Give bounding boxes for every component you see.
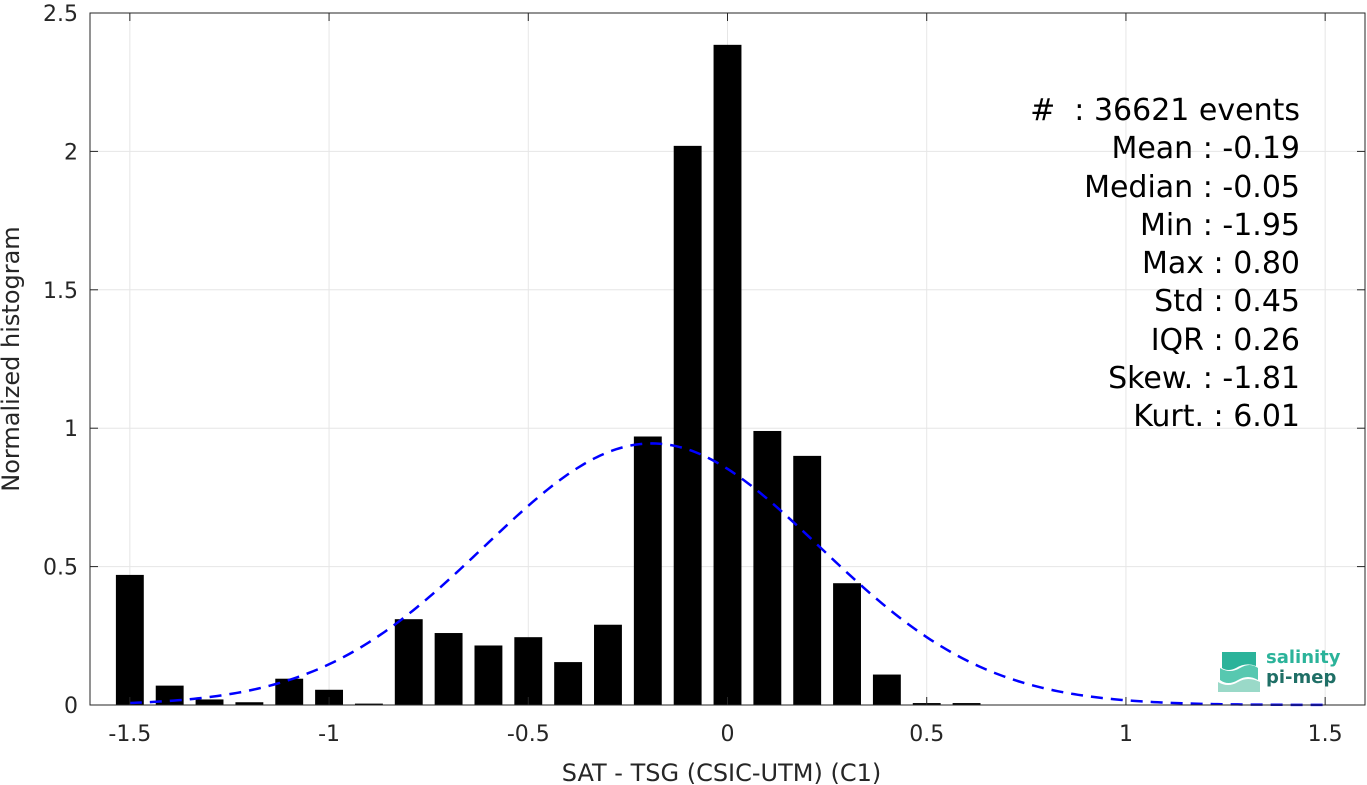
histogram-bars xyxy=(115,44,981,705)
normal-fit-curve xyxy=(129,442,1326,707)
histogram-bar xyxy=(195,699,224,705)
y-tick-label: 0 xyxy=(64,694,78,719)
histogram-bar xyxy=(833,583,861,705)
histogram-bar xyxy=(872,674,901,705)
histogram-bar xyxy=(594,624,622,705)
x-axis-label: SAT - TSG (CSIC-UTM) (C1) xyxy=(562,759,881,785)
x-tick-label: 1 xyxy=(1119,722,1133,747)
histogram-bar xyxy=(354,703,383,705)
logo-waves-icon xyxy=(1218,652,1260,692)
histogram-bar xyxy=(115,574,144,705)
histogram-bar xyxy=(434,633,463,705)
y-axis-label: Normalized histogram xyxy=(0,226,25,491)
histogram-bar xyxy=(952,703,981,705)
salinity-pimep-logo: salinity pi-mep xyxy=(1216,648,1346,696)
logo-line1: salinity xyxy=(1266,647,1341,668)
histogram-bar xyxy=(713,44,742,705)
y-tick-label: 2 xyxy=(64,140,78,165)
histogram-bar xyxy=(793,455,822,705)
stat-min: Min : -1.95 xyxy=(1139,207,1300,243)
logo-line2: pi-mep xyxy=(1266,667,1337,688)
histogram-bar xyxy=(235,702,264,705)
histogram-bar xyxy=(474,645,503,705)
histogram-bar xyxy=(633,436,662,705)
histogram-bar xyxy=(753,430,782,705)
x-tick-label: -0.5 xyxy=(507,722,550,747)
y-tick-label: 1 xyxy=(64,417,78,442)
logo-text: salinity pi-mep xyxy=(1266,648,1341,688)
histogram-bar xyxy=(394,619,423,705)
x-tick-label: -1 xyxy=(318,722,340,747)
axis-ticks: -1.5 -1 -0.5 0 0.5 1 1.5 0 0.5 1 1.5 2 2.5 xyxy=(43,2,1365,747)
stat-events: # : 36621 events xyxy=(1030,93,1300,128)
x-tick-label: 0.5 xyxy=(909,722,944,747)
histogram-bar xyxy=(554,662,583,705)
stat-iqr: IQR : 0.26 xyxy=(1150,322,1300,358)
stat-skew: Skew. : -1.81 xyxy=(1108,361,1300,397)
stat-kurt: Kurt. : 6.01 xyxy=(1133,399,1300,435)
x-tick-label: -1.5 xyxy=(108,722,151,747)
statistics-box: # : 36621 events Mean : -0.19 Median : -… xyxy=(960,92,1300,437)
stat-median: Median : -0.05 xyxy=(1084,169,1300,205)
x-tick-label: 1.5 xyxy=(1308,722,1343,747)
y-tick-label: 0.5 xyxy=(43,556,78,581)
histogram-bar xyxy=(673,145,702,705)
histogram-bar xyxy=(514,637,543,705)
y-tick-label: 2.5 xyxy=(43,2,78,27)
stat-max: Max : 0.80 xyxy=(1142,246,1300,282)
stat-mean: Mean : -0.19 xyxy=(1111,131,1300,167)
y-tick-label: 1.5 xyxy=(43,279,78,304)
x-tick-label: 0 xyxy=(721,722,735,747)
stat-std: Std : 0.45 xyxy=(1154,284,1300,320)
